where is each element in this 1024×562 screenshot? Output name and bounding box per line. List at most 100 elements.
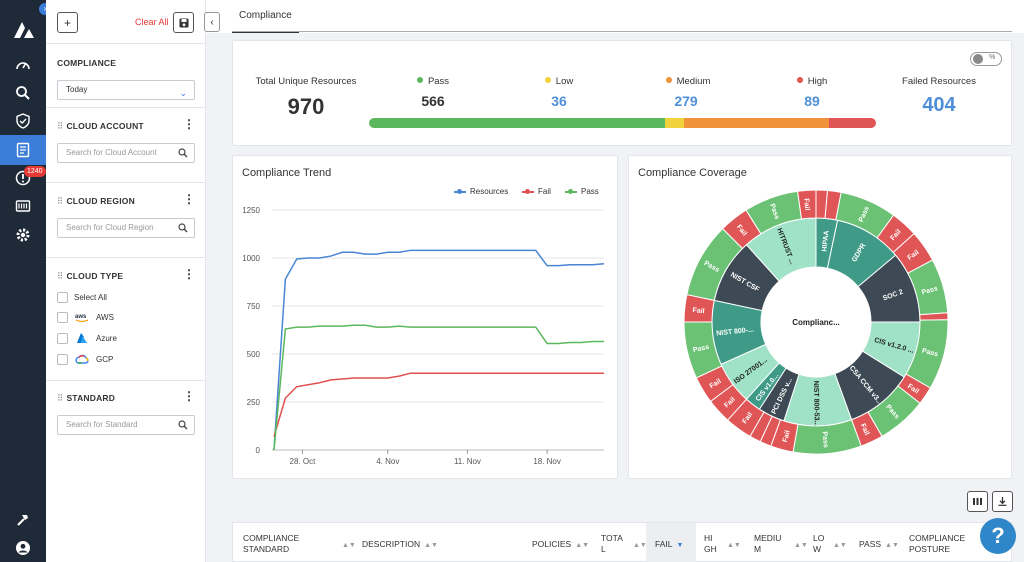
aws-checkbox[interactable]: aws AWS	[57, 312, 114, 323]
col-compliance-posture[interactable]: COMPLIANCE POSTURE	[909, 533, 966, 554]
azure-logo-icon	[74, 333, 90, 344]
sort-icon[interactable]: ▲▼	[633, 542, 647, 549]
failed-resources-value: 404	[922, 94, 956, 116]
question-icon: ?	[991, 523, 1005, 548]
drag-handle-icon[interactable]: ⠿	[57, 271, 64, 281]
col-total[interactable]: TOTAL	[601, 533, 623, 554]
outer-segment-label: Pass	[692, 344, 710, 354]
col-description[interactable]: DESCRIPTION ▲▼	[362, 539, 438, 549]
drag-handle-icon[interactable]: ⠿	[57, 393, 64, 403]
col-medium[interactable]: MEDIUM	[754, 533, 782, 554]
col-compliance-standard[interactable]: COMPLIANCE STANDARD	[243, 533, 300, 554]
hammer-icon	[17, 515, 28, 526]
clear-all-link[interactable]: Clear All	[135, 17, 169, 27]
sort-icon[interactable]: ▲▼	[424, 542, 438, 549]
compliance-filter-title: COMPLIANCE	[57, 58, 117, 68]
col-high[interactable]: HIGH	[704, 533, 717, 554]
x-tick-label: 11. Nov	[454, 457, 481, 466]
filter-panel: + Clear All COMPLIANCE Today ⌄ ⠿ CLOUD AC…	[46, 0, 206, 562]
nav-dashboard[interactable]	[0, 50, 46, 80]
cloud-account-filter-section: ⠿ CLOUD ACCOUNT ⋮ Search for Cloud Accoun…	[46, 108, 206, 183]
help-button[interactable]: ?	[980, 518, 1016, 554]
percent-toggle[interactable]: %	[970, 52, 1002, 66]
add-filter-button[interactable]: +	[57, 12, 78, 33]
nav-rail: 1240	[0, 0, 46, 562]
sort-icon[interactable]: ▲▼	[342, 542, 356, 549]
standard-filter-title: ⠿ STANDARD	[57, 393, 116, 403]
cloud-type-filter-section: ⠿ CLOUD TYPE ⋮ Select All aws AWS Azure G…	[46, 258, 206, 381]
nav-inventory[interactable]	[0, 191, 46, 221]
sort-icon[interactable]: ▲▼	[575, 542, 590, 549]
nav-alerts[interactable]	[0, 163, 46, 193]
sort-icon[interactable]: ▲▼	[727, 542, 741, 549]
nav-tools[interactable]	[0, 505, 46, 535]
sort-icon[interactable]: ▲▼	[833, 542, 847, 549]
tab-bar	[206, 0, 1024, 33]
compliance-trend-chart: 0 250 500 750 1000 1250 28. Oct 4. Nov 11. Nov 18…	[242, 206, 605, 466]
search-icon	[178, 223, 188, 233]
columns-icon	[973, 498, 982, 505]
drag-handle-icon[interactable]: ⠿	[57, 121, 64, 131]
compliance-trend-card	[232, 155, 618, 479]
y-tick-label: 500	[247, 350, 261, 359]
tab-divider	[232, 31, 1012, 32]
outer-fail-segment[interactable]	[797, 189, 817, 220]
nav-investigate[interactable]	[0, 78, 46, 108]
legend-resources[interactable]: Resources	[454, 187, 508, 196]
col-policies[interactable]: POLICIES ▲▼	[532, 539, 590, 549]
compliance-coverage-title: Compliance Coverage	[638, 167, 747, 179]
filter-toolbar: + Clear All	[46, 0, 205, 44]
legend-fail[interactable]: Fail	[522, 187, 551, 196]
columns-button[interactable]	[967, 491, 988, 512]
sunburst-center	[762, 268, 870, 376]
pass-value: 566	[421, 93, 445, 109]
inner-segment-label: HIPAA	[821, 230, 830, 252]
azure-checkbox[interactable]: Azure	[57, 333, 117, 344]
series-line-pass[interactable]	[273, 324, 604, 451]
shield-check-icon	[16, 113, 30, 129]
gcp-checkbox[interactable]: GCP	[57, 354, 113, 365]
progress-pass-segment	[369, 118, 665, 128]
search-icon	[16, 86, 30, 100]
alert-icon	[15, 170, 31, 186]
download-button[interactable]	[992, 491, 1013, 512]
nav-profile[interactable]	[0, 533, 46, 562]
collapse-filter-button[interactable]: ‹	[204, 12, 220, 32]
pass-label: Pass	[398, 76, 468, 87]
nav-compliance[interactable]	[0, 135, 46, 165]
sort-icon[interactable]: ▲▼	[794, 542, 808, 549]
col-pass[interactable]: PASS ▲▼	[859, 539, 899, 549]
compliance-date-select[interactable]: Today ⌄	[57, 80, 195, 100]
outer-segment-label: Pass	[821, 431, 829, 448]
col-low[interactable]: LOW	[813, 533, 825, 554]
cloud-account-search-input[interactable]: Search for Cloud Account	[57, 143, 195, 163]
series-line-resources[interactable]	[273, 249, 605, 451]
brand-logo-icon	[14, 22, 34, 38]
cloud-region-search-input[interactable]: Search for Cloud Region	[57, 218, 195, 238]
outer-segment-label: Fail	[692, 307, 705, 315]
cloud-account-menu-icon[interactable]: ⋮	[183, 117, 195, 131]
progress-low-segment	[664, 118, 684, 128]
col-fail[interactable]: FAIL ▼	[655, 539, 684, 549]
cloud-type-menu-icon[interactable]: ⋮	[183, 267, 195, 281]
compliance-progress-bar	[369, 118, 876, 128]
inner-segment-label: NIST 800-...	[716, 327, 754, 338]
select-all-checkbox[interactable]: Select All	[57, 292, 107, 303]
standard-search-input[interactable]: Search for Standard	[57, 415, 195, 435]
cloud-region-menu-icon[interactable]: ⋮	[183, 192, 195, 206]
nav-settings[interactable]	[0, 220, 46, 250]
legend-pass[interactable]: Pass	[565, 187, 599, 196]
tab-compliance[interactable]: Compliance	[232, 0, 299, 33]
nav-policies[interactable]	[0, 106, 46, 136]
chevron-down-icon: ⌄	[179, 88, 187, 98]
low-value: 36	[551, 93, 567, 109]
series-line-fail[interactable]	[273, 372, 604, 437]
standard-menu-icon[interactable]: ⋮	[183, 389, 195, 403]
save-filter-button[interactable]	[173, 12, 194, 33]
outer-segment-label: Pass	[921, 348, 939, 359]
failed-resources-label: Failed Resources	[902, 76, 976, 87]
medium-label: Medium	[648, 76, 728, 87]
sort-desc-icon[interactable]: ▼	[676, 542, 684, 549]
sort-icon[interactable]: ▲▼	[885, 542, 899, 549]
drag-handle-icon[interactable]: ⠿	[57, 196, 64, 206]
